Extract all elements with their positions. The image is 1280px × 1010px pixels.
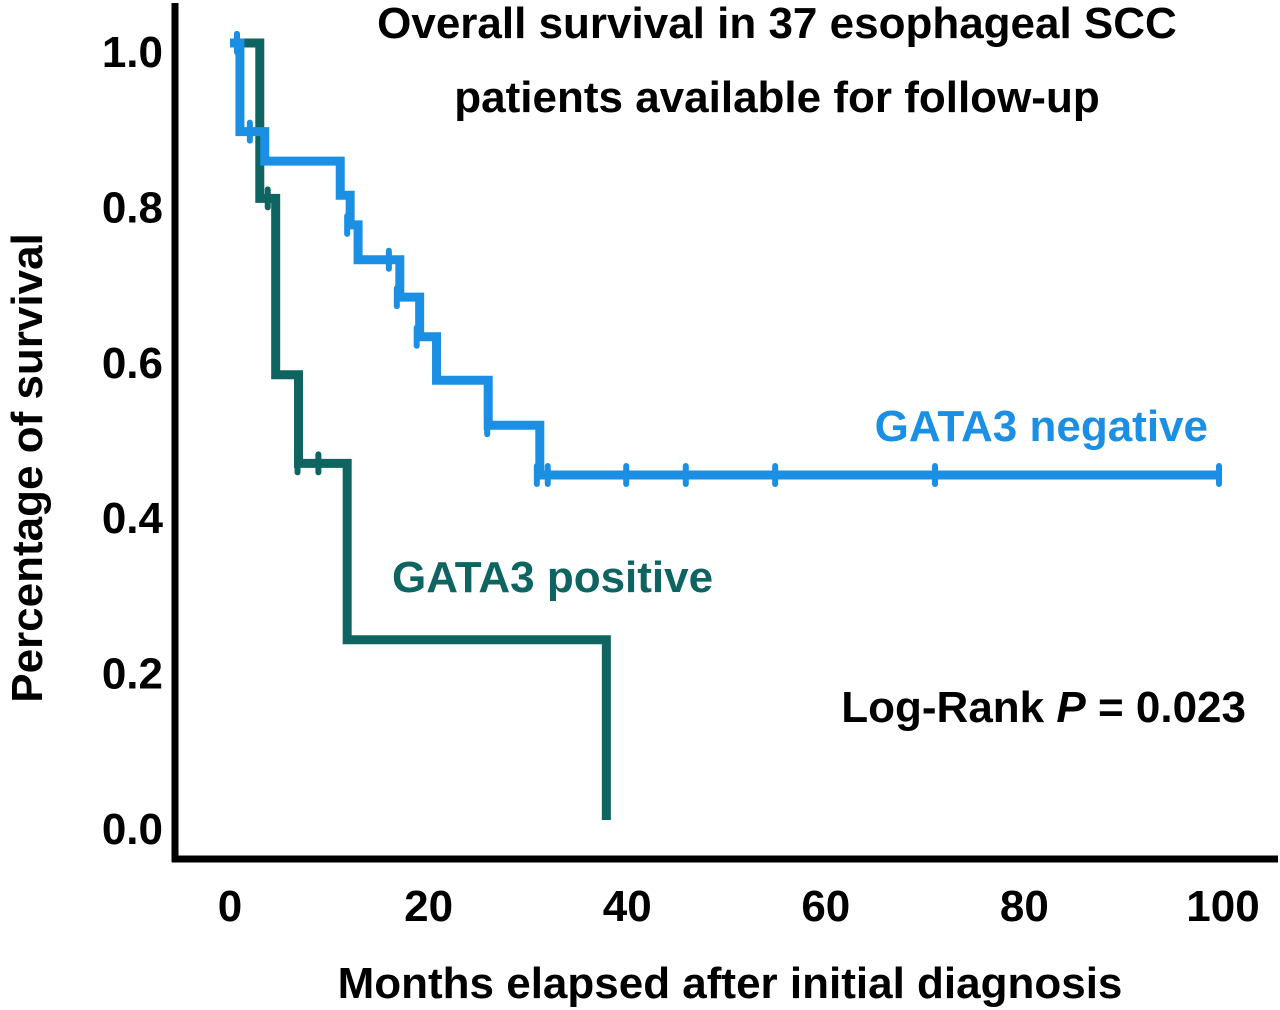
log-rank-prefix: Log-Rank — [841, 683, 1056, 732]
x-tick-label: 60 — [801, 882, 850, 931]
series-label-gata3-positive: GATA3 positive — [392, 553, 713, 602]
survival-step-line — [230, 38, 611, 820]
log-rank-value: = 0.023 — [1086, 683, 1246, 732]
x-tick-labels: 0 20 40 60 80 100 — [218, 882, 1260, 931]
survival-curves — [230, 31, 1223, 820]
y-tick-label: 0.4 — [102, 494, 164, 543]
series-gata3-positive — [230, 31, 611, 820]
log-rank-p-symbol: P — [1056, 683, 1086, 732]
chart-title-line-2: patients available for follow-up — [454, 73, 1099, 122]
series-label-gata3-negative: GATA3 negative — [875, 402, 1208, 451]
y-tick-label: 0.8 — [102, 183, 163, 232]
x-tick-label: 20 — [404, 882, 453, 931]
series-gata3-negative — [230, 31, 1223, 488]
y-axis-label: Percentage of survival — [3, 233, 52, 703]
y-tick-label: 1.0 — [102, 28, 163, 77]
chart-title-line-1: Overall survival in 37 esophageal SCC — [377, 0, 1177, 48]
x-axis-label: Months elapsed after initial diagnosis — [338, 959, 1123, 1008]
x-tick-label: 0 — [218, 882, 242, 931]
y-tick-label: 0.0 — [102, 805, 163, 854]
y-tick-labels: 0.0 0.2 0.4 0.6 0.8 1.0 — [102, 28, 164, 854]
y-tick-label: 0.6 — [102, 339, 163, 388]
survival-step-line — [230, 38, 1221, 480]
y-tick-label: 0.2 — [102, 650, 163, 699]
log-rank-annotation: Log-Rank P = 0.023 — [841, 683, 1246, 732]
x-tick-label: 100 — [1186, 882, 1259, 931]
x-tick-label: 80 — [1000, 882, 1049, 931]
x-tick-label: 40 — [603, 882, 652, 931]
